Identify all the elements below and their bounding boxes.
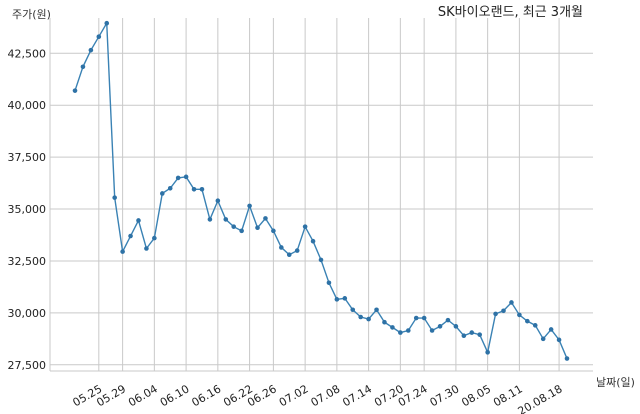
y-tick-label: 42,500 <box>8 47 47 60</box>
data-point <box>310 238 316 244</box>
data-point <box>334 297 340 302</box>
data-point <box>302 224 308 229</box>
data-point <box>421 315 427 321</box>
data-point <box>413 315 419 321</box>
data-point <box>72 88 78 93</box>
x-tick-label: 08.05 <box>459 382 493 409</box>
x-tick-label: 07.02 <box>277 382 311 409</box>
price-line <box>74 20 568 359</box>
data-point <box>390 325 395 330</box>
y-tick-label: 30,000 <box>8 307 47 320</box>
data-point <box>517 312 522 318</box>
data-point <box>120 249 125 254</box>
data-point <box>152 235 157 241</box>
x-axis-title: 날짜(일) <box>596 375 635 389</box>
data-point <box>286 252 292 258</box>
data-point <box>88 47 94 53</box>
data-point <box>382 319 387 325</box>
data-point <box>207 217 213 222</box>
x-tick-label: 06.16 <box>190 382 224 409</box>
data-point <box>271 228 276 234</box>
data-point <box>326 280 332 286</box>
data-point <box>548 327 554 332</box>
data-point <box>199 187 205 192</box>
y-tick-label: 40,000 <box>8 99 47 112</box>
data-point <box>405 328 411 333</box>
data-point <box>469 330 475 335</box>
data-point <box>429 328 435 333</box>
data-point <box>532 323 538 328</box>
data-point <box>183 174 189 180</box>
y-tick-labels: 27,500 30,000 32,500 35,000 37,500 40,000 42,5… <box>8 47 47 371</box>
x-tick-label: 07.30 <box>428 382 462 409</box>
chart-title: SK바이오랜드, 최근 3개월 <box>438 5 583 20</box>
x-tick-label: 20.08.18 <box>516 382 565 414</box>
data-point <box>453 324 459 329</box>
data-point <box>366 316 371 322</box>
grid <box>49 18 593 372</box>
data-point <box>191 187 197 192</box>
x-tick-labels: 05.2505.2906.0406.1006.1606.2206.2607.02… <box>71 382 565 414</box>
data-point <box>477 332 483 337</box>
data-point <box>509 300 514 305</box>
data-point <box>564 356 570 361</box>
x-tick-label: 07.08 <box>309 382 343 409</box>
data-point <box>128 233 133 239</box>
data-point <box>136 218 141 223</box>
x-tick-label: 07.14 <box>340 382 374 409</box>
data-point <box>167 185 173 191</box>
data-point <box>358 314 363 320</box>
data-point <box>223 217 229 222</box>
y-tick-label: 32,500 <box>8 255 47 268</box>
data-point <box>80 64 86 70</box>
data-point <box>342 296 348 301</box>
data-point <box>501 308 506 314</box>
data-point <box>231 224 237 229</box>
data-point <box>540 336 546 342</box>
data-point <box>485 350 490 355</box>
data-point <box>96 34 102 39</box>
data-point <box>445 317 451 323</box>
data-point <box>350 307 356 313</box>
data-point <box>144 246 149 251</box>
x-tick-label: 06.04 <box>126 382 160 409</box>
data-point <box>247 203 252 209</box>
price-series <box>72 20 570 361</box>
data-point <box>525 318 530 324</box>
data-point <box>104 20 110 26</box>
data-point <box>398 330 403 335</box>
data-point <box>493 311 498 317</box>
data-point <box>175 175 181 181</box>
y-tick-label: 37,500 <box>8 151 47 164</box>
data-point <box>374 307 379 313</box>
y-axis-title: 주가(원) <box>12 8 51 21</box>
data-point <box>461 333 467 339</box>
data-point <box>279 245 284 250</box>
data-point <box>159 191 165 196</box>
data-point <box>263 216 268 221</box>
data-point <box>239 228 244 234</box>
data-point <box>318 257 324 263</box>
data-point <box>215 198 221 204</box>
y-tick-label: 35,000 <box>8 203 47 216</box>
x-tick-label: 06.10 <box>158 382 192 409</box>
data-point <box>556 337 562 343</box>
data-point <box>112 195 117 200</box>
data-point <box>437 324 443 329</box>
data-point <box>294 248 300 253</box>
y-tick-label: 27,500 <box>8 359 47 372</box>
data-point <box>255 225 260 231</box>
